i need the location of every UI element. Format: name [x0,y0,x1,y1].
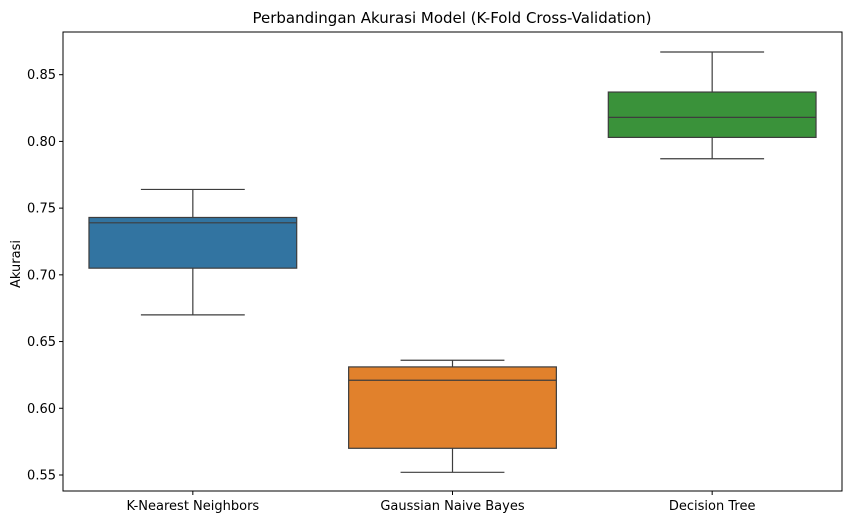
iqr-box [88,216,298,269]
y-axis-label: Akurasi [9,240,24,288]
x-tick-label: Gaussian Naive Bayes [380,499,524,514]
iqr-box [348,366,557,449]
y-tick-label: 0.60 [27,402,56,417]
y-tick-label: 0.55 [27,468,56,483]
x-tick-label: Decision Tree [669,499,756,514]
y-tick-label: 0.65 [27,335,56,350]
x-tick-label: K-Nearest Neighbors [126,499,259,514]
y-tick-label: 0.70 [27,268,56,283]
chart-title: Perbandingan Akurasi Model (K-Fold Cross… [252,9,651,27]
y-tick-label: 0.80 [27,135,56,150]
iqr-box [607,91,817,139]
y-tick-label: 0.85 [27,68,56,83]
plot-frame [62,31,843,492]
y-tick-label: 0.75 [27,202,56,217]
